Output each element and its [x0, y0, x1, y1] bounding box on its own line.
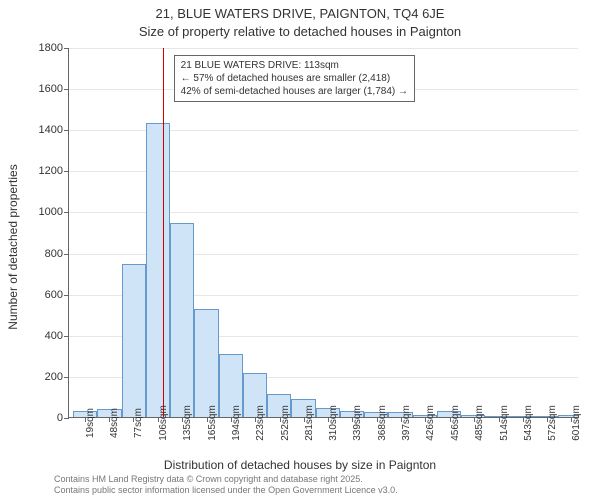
y-tick-label: 1800 — [39, 42, 63, 54]
footer-line-1: Contains HM Land Registry data © Crown c… — [54, 474, 398, 485]
x-tick-label: 543sqm — [523, 405, 534, 441]
x-tick-label: 339sqm — [352, 405, 363, 441]
annotation-line-3: 42% of semi-detached houses are larger (… — [181, 85, 408, 98]
y-tick-label: 200 — [45, 371, 63, 383]
x-tick-label: 223sqm — [255, 405, 266, 441]
x-tick-label: 601sqm — [571, 405, 582, 441]
x-tick-label: 485sqm — [474, 405, 485, 441]
y-tick-label: 400 — [45, 330, 63, 342]
y-tick-mark — [64, 89, 69, 90]
x-tick-label: 19sqm — [85, 408, 96, 438]
x-tick-label: 514sqm — [499, 405, 510, 441]
y-tick-mark — [64, 295, 69, 296]
x-tick-label: 77sqm — [133, 408, 144, 438]
y-tick-label: 800 — [45, 248, 63, 260]
chart-container: 21, BLUE WATERS DRIVE, PAIGNTON, TQ4 6JE… — [0, 0, 600, 500]
histogram-bar — [170, 223, 194, 417]
annotation-box: 21 BLUE WATERS DRIVE: 113sqm ← 57% of de… — [174, 55, 415, 102]
x-axis-label: Distribution of detached houses by size … — [0, 458, 600, 472]
x-tick-label: 165sqm — [207, 405, 218, 441]
gridline-h — [69, 48, 578, 49]
chart-title-main: 21, BLUE WATERS DRIVE, PAIGNTON, TQ4 6JE — [0, 6, 600, 21]
y-tick-label: 1200 — [39, 165, 63, 177]
y-axis-label: Number of detached properties — [6, 164, 20, 329]
x-tick-label: 135sqm — [182, 405, 193, 441]
plot-area: 02004006008001000120014001600180019sqm48… — [68, 48, 578, 418]
y-tick-label: 1400 — [39, 124, 63, 136]
y-tick-label: 1600 — [39, 83, 63, 95]
y-tick-mark — [64, 171, 69, 172]
x-tick-label: 252sqm — [280, 405, 291, 441]
y-tick-mark — [64, 418, 69, 419]
y-tick-mark — [64, 212, 69, 213]
footer-attribution: Contains HM Land Registry data © Crown c… — [54, 474, 398, 496]
y-tick-mark — [64, 377, 69, 378]
x-tick-label: 572sqm — [547, 405, 558, 441]
y-tick-mark — [64, 48, 69, 49]
y-tick-mark — [64, 254, 69, 255]
x-tick-label: 194sqm — [231, 405, 242, 441]
histogram-bar — [194, 309, 218, 417]
x-tick-label: 397sqm — [401, 405, 412, 441]
y-tick-mark — [64, 130, 69, 131]
chart-title-sub: Size of property relative to detached ho… — [0, 24, 600, 39]
annotation-line-1: 21 BLUE WATERS DRIVE: 113sqm — [181, 59, 408, 72]
x-tick-label: 310sqm — [328, 405, 339, 441]
y-tick-label: 600 — [45, 289, 63, 301]
x-tick-label: 426sqm — [425, 405, 436, 441]
marker-line — [163, 48, 164, 417]
histogram-bar — [146, 123, 170, 417]
y-tick-label: 1000 — [39, 206, 63, 218]
y-tick-label: 0 — [57, 412, 63, 424]
x-tick-label: 456sqm — [450, 405, 461, 441]
histogram-bar — [122, 264, 146, 417]
annotation-line-2: ← 57% of detached houses are smaller (2,… — [181, 72, 408, 85]
x-tick-label: 368sqm — [377, 405, 388, 441]
x-tick-label: 48sqm — [109, 408, 120, 438]
y-tick-mark — [64, 336, 69, 337]
x-tick-label: 281sqm — [304, 405, 315, 441]
footer-line-2: Contains public sector information licen… — [54, 485, 398, 496]
